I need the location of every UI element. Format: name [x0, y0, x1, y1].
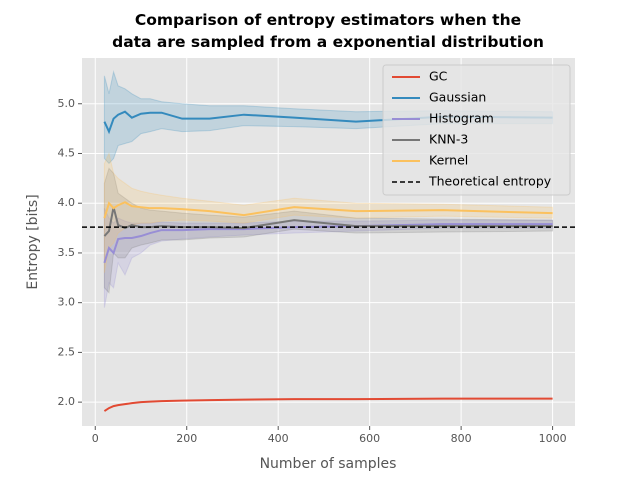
x-tick-label: 400 — [268, 432, 289, 445]
confidence-band — [103, 167, 554, 294]
legend-label: Histogram — [429, 111, 494, 126]
series-line — [103, 110, 553, 135]
x-tick-label: 800 — [451, 432, 472, 445]
legend-label: Kernel — [429, 153, 468, 168]
x-tick-label: 1000 — [539, 432, 567, 445]
confidence-band — [103, 207, 554, 308]
x-tick-label: 600 — [359, 432, 380, 445]
legend-box — [382, 64, 571, 196]
legend-label: Theoretical entropy — [428, 174, 552, 189]
y-tick-label: 4.0 — [58, 196, 76, 209]
y-tick-label: 5.0 — [58, 97, 76, 110]
y-axis-label: Entropy [bits] — [25, 194, 41, 289]
chart-title: Comparison of entropy estimators when th… — [112, 11, 544, 51]
y-tick-label: 4.5 — [58, 146, 76, 159]
series-line — [103, 397, 553, 412]
y-tick-label: 3.5 — [58, 246, 76, 259]
x-axis-label: Number of samples — [260, 456, 397, 472]
series-line — [103, 201, 553, 219]
legend-label: GC — [429, 69, 448, 84]
y-tick-label: 2.0 — [58, 395, 76, 408]
legend-label: KNN-3 — [429, 132, 468, 147]
legend: GC Gaussian Histogram KNN-3 Kernel Theoretica… — [382, 64, 571, 196]
y-tick-label: 3.0 — [58, 296, 76, 309]
x-tick-label: 0 — [92, 432, 99, 445]
legend-label: Gaussian — [429, 90, 486, 105]
x-tick-label: 200 — [176, 432, 197, 445]
y-tick-label: 2.5 — [58, 345, 76, 358]
